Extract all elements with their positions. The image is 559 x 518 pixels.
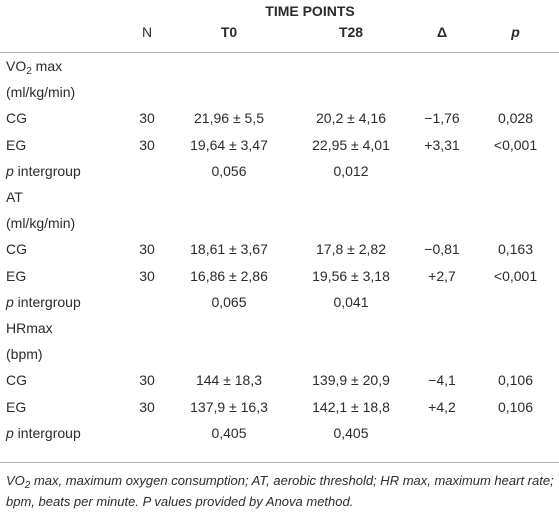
footnote-divider [0,462,559,463]
cell-n: 30 [139,136,155,153]
col-header-t28: T28 [338,24,364,40]
col-header-p: p [511,24,520,40]
cell-t0: 137,9 ± 16,3 [190,398,268,415]
cell-delta: −1,76 [424,110,460,127]
cell-delta: +4,2 [428,398,456,415]
cell-n: 30 [139,398,155,415]
cell-t28: 17,8 ± 2,82 [316,241,386,258]
cell-t0: 144 ± 18,3 [195,372,263,389]
intergroup-t0: 0,056 [211,162,247,179]
section-label-row: AT [0,184,559,210]
intergroup-t0: 0,405 [211,424,247,441]
section-unit-row: (ml/kg/min) [0,79,559,105]
cell-t28: 139,9 ± 20,9 [312,372,390,389]
cell-t28: 20,2 ± 4,16 [316,110,386,127]
cell-t28: 142,1 ± 18,8 [312,398,390,415]
cell-delta: −0,81 [424,241,460,258]
cell-delta: +3,31 [424,136,460,153]
table-footnote: VO2 max, maximum oxygen consumption; AT,… [6,473,554,509]
section-label-row: VO2 max [0,53,559,80]
table-row: CG 30 18,61 ± 3,67 17,8 ± 2,82 −0,81 0,1… [0,236,559,262]
time-points-header-row: TIME POINTS [0,0,559,22]
header-separator [0,42,559,53]
cell-t0: 19,64 ± 3,47 [190,136,268,153]
cell-t0: 21,96 ± 5,5 [194,110,264,127]
table-row: CG 30 144 ± 18,3 139,9 ± 20,9 −4,1 0,106 [0,367,559,393]
section-unit: (bpm) [6,346,43,363]
intergroup-row: p intergroup 0,056 0,012 [0,158,559,184]
section-label-hrmax: HRmax [6,319,53,336]
table-row: EG 30 19,64 ± 3,47 22,95 ± 4,01 +3,31 <0… [0,132,559,158]
intergroup-t28: 0,012 [333,162,369,179]
table-row: EG 30 16,86 ± 2,86 19,56 ± 3,18 +2,7 <0,… [0,263,559,289]
cell-p: 0,163 [497,241,534,258]
intergroup-label: p intergroup [6,424,81,441]
cell-delta: −4,1 [428,372,456,389]
cell-t0: 16,86 ± 2,86 [190,267,268,284]
intergroup-t28: 0,405 [333,424,369,441]
cell-n: 30 [139,110,155,127]
group-label: CG [6,372,27,389]
intergroup-row: p intergroup 0,405 0,405 [0,420,559,446]
section-unit-row: (ml/kg/min) [0,210,559,236]
section-unit-row: (bpm) [0,341,559,367]
section-label-vo2max: VO2 max [6,58,63,78]
group-label: EG [6,267,27,284]
group-label: CG [6,241,27,258]
cell-n: 30 [139,241,155,258]
column-header-row: N T0 T28 Δ p [0,22,559,42]
cell-p: 0,106 [497,372,534,389]
table-row: CG 30 21,96 ± 5,5 20,2 ± 4,16 −1,76 0,02… [0,105,559,131]
cell-p: 0,028 [497,110,534,127]
cell-t28: 19,56 ± 3,18 [312,267,390,284]
section-label-at: AT [6,189,23,206]
cell-t0: 18,61 ± 3,67 [190,241,268,258]
section-unit: (ml/kg/min) [6,215,76,232]
cell-p: 0,106 [497,398,534,415]
cell-n: 30 [139,372,155,389]
intergroup-t0: 0,065 [211,293,247,310]
cell-n: 30 [139,267,155,284]
col-header-t0: T0 [220,24,238,40]
section-unit: (ml/kg/min) [6,84,76,101]
cell-delta: +2,7 [428,267,456,284]
section-label-row: HRmax [0,315,559,341]
results-table: TIME POINTS N T0 T28 Δ p VO2 max (ml/kg/… [0,0,559,446]
col-header-n: N [141,24,153,40]
col-header-delta: Δ [436,24,448,40]
cell-p: <0,001 [493,136,538,153]
group-label: CG [6,110,27,127]
table-row: EG 30 137,9 ± 16,3 142,1 ± 18,8 +4,2 0,1… [0,393,559,419]
intergroup-row: p intergroup 0,065 0,041 [0,289,559,315]
intergroup-t28: 0,041 [333,293,369,310]
intergroup-label: p intergroup [6,162,81,179]
time-points-heading: TIME POINTS [265,3,355,19]
cell-p: <0,001 [493,267,538,284]
cell-t28: 22,95 ± 4,01 [312,136,390,153]
group-label: EG [6,398,27,415]
group-label: EG [6,136,27,153]
intergroup-label: p intergroup [6,293,81,310]
